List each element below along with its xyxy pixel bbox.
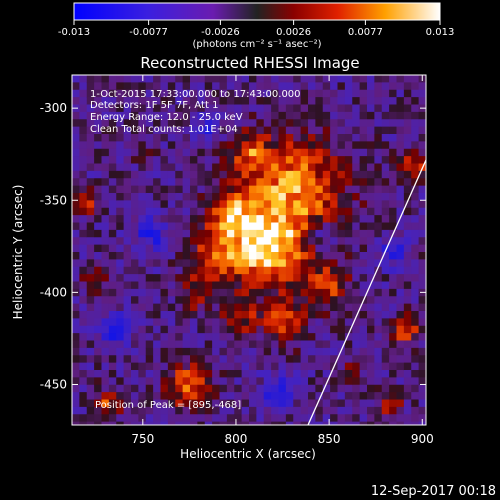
y-axis-label: Heliocentric Y (arcsec) [11,185,25,320]
plot-title: Reconstructed RHESSI Image [140,54,359,72]
colorbar-ticks: -0.013 -0.0077 -0.0026 0.0026 0.0077 0.013 [58,20,454,38]
colorbar-units-label: (photons cm⁻² s⁻¹ asec⁻²) [192,39,321,50]
info-clean-counts: Clean Total counts: 1.01E+04 [90,124,238,135]
y-tick-label: -400 [40,285,67,299]
x-axis-label: Heliocentric X (arcsec) [180,447,316,461]
info-energy-range: Energy Range: 12.0 - 25.0 keV [90,112,243,123]
colorbar-tick-label: 0.0077 [348,27,383,38]
timestamp: 12-Sep-2017 00:18 [371,484,496,499]
colorbar [73,2,441,21]
plot-frame [71,74,427,426]
x-tick-label: 850 [318,432,341,446]
y-tick-label: -450 [40,377,67,391]
info-detectors: Detectors: 1F 5F 7F, Att 1 [90,100,218,111]
y-tick-label: -350 [40,193,67,207]
info-time-range: 1-Oct-2015 17:33:00.000 to 17:43:00.000 [90,89,301,100]
x-tick-label: 800 [225,432,248,446]
x-tick-label: 750 [131,432,154,446]
emission-image [72,75,426,425]
x-tick-label: 900 [411,432,434,446]
colorbar-tick-label: -0.0026 [201,27,240,38]
solar-limb-line [307,159,426,425]
y-tick-label: -300 [40,101,67,115]
colorbar-tick-label: 0.013 [426,27,455,38]
colorbar-tick-label: 0.0026 [276,27,311,38]
colorbar-tick-label: -0.013 [58,27,90,38]
axis-ticks: 750 800 850 900 -300 -350 -400 -450 [40,75,434,446]
colorbar-tick-label: -0.0077 [129,27,168,38]
peak-position-label: Position of Peak = [895,-468] [95,400,241,411]
